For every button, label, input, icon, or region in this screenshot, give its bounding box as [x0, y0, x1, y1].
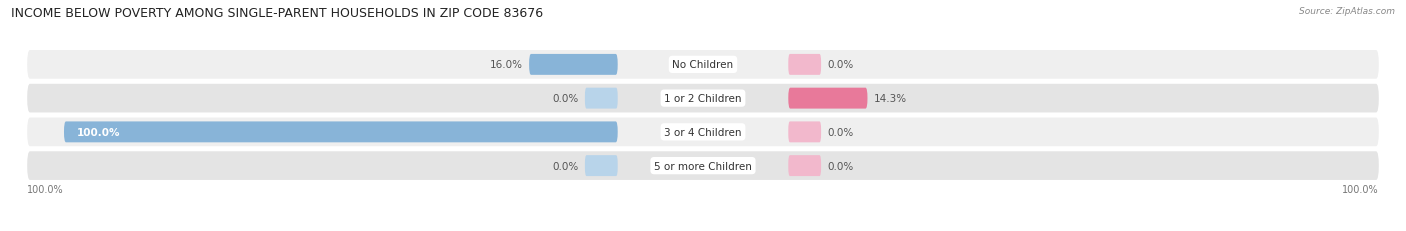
Text: 0.0%: 0.0% — [828, 60, 853, 70]
FancyBboxPatch shape — [789, 122, 821, 143]
FancyBboxPatch shape — [65, 122, 617, 143]
FancyBboxPatch shape — [789, 55, 821, 76]
FancyBboxPatch shape — [529, 55, 617, 76]
FancyBboxPatch shape — [585, 88, 617, 109]
Text: INCOME BELOW POVERTY AMONG SINGLE-PARENT HOUSEHOLDS IN ZIP CODE 83676: INCOME BELOW POVERTY AMONG SINGLE-PARENT… — [11, 7, 543, 20]
Text: 14.3%: 14.3% — [875, 94, 907, 104]
Text: 1 or 2 Children: 1 or 2 Children — [664, 94, 742, 104]
FancyBboxPatch shape — [27, 51, 1379, 79]
Text: 0.0%: 0.0% — [828, 127, 853, 137]
FancyBboxPatch shape — [27, 152, 1379, 180]
Text: 100.0%: 100.0% — [27, 184, 63, 195]
Text: 16.0%: 16.0% — [489, 60, 523, 70]
Text: 0.0%: 0.0% — [553, 94, 578, 104]
FancyBboxPatch shape — [27, 84, 1379, 113]
Text: 100.0%: 100.0% — [77, 127, 121, 137]
Text: 5 or more Children: 5 or more Children — [654, 161, 752, 171]
Text: Source: ZipAtlas.com: Source: ZipAtlas.com — [1299, 7, 1395, 16]
Text: 100.0%: 100.0% — [1343, 184, 1379, 195]
FancyBboxPatch shape — [585, 155, 617, 176]
Text: 3 or 4 Children: 3 or 4 Children — [664, 127, 742, 137]
Text: 0.0%: 0.0% — [553, 161, 578, 171]
FancyBboxPatch shape — [27, 118, 1379, 147]
Text: No Children: No Children — [672, 60, 734, 70]
FancyBboxPatch shape — [789, 88, 868, 109]
FancyBboxPatch shape — [789, 155, 821, 176]
Text: 0.0%: 0.0% — [828, 161, 853, 171]
